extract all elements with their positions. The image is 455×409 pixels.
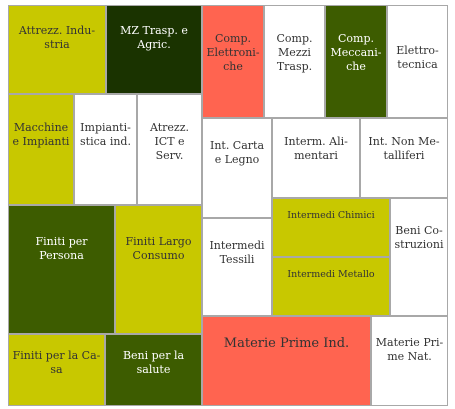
treemap-tile-label: Materie Prime Ind. bbox=[223, 336, 350, 351]
treemap-tile: Atrezz. ICT e Serv. bbox=[137, 94, 202, 205]
treemap-tile: Intermedi Chimici bbox=[272, 198, 390, 257]
treemap-tile-label: Comp. Mezzi Tra­sp. bbox=[276, 32, 313, 73]
treemap-tile: Finiti per la Ca­sa bbox=[8, 334, 105, 406]
treemap-tile-label: MZ Trasp. e Agric. bbox=[120, 24, 188, 51]
treemap-tile: Intermedi Metallo bbox=[272, 257, 390, 316]
treemap-tile-label: Interm. Ali­mentari bbox=[284, 135, 348, 162]
treemap-tile-label: Finiti Largo Consumo bbox=[125, 235, 192, 262]
treemap-tile-label: Elettro­tecnica bbox=[396, 44, 439, 71]
treemap-tile-label: Materie Pri­me Nat. bbox=[375, 336, 444, 363]
treemap-tile-label: Beni Co­struzioni bbox=[394, 224, 444, 251]
treemap-tile-label: Finiti per la Ca­sa bbox=[12, 349, 101, 376]
treemap-tile: Finiti Largo Consumo bbox=[115, 205, 202, 334]
treemap-tile-label: Intermedi Tessili bbox=[209, 239, 265, 266]
treemap-tile: Comp. Mezzi Tra­sp. bbox=[264, 5, 325, 118]
treemap-tile: Materie Prime Ind. bbox=[202, 316, 371, 406]
treemap-tile: Impianti­stica ind. bbox=[74, 94, 137, 205]
treemap-tile: Beni per la salu­te bbox=[105, 334, 202, 406]
treemap-tile: Comp. Meccani­che bbox=[325, 5, 387, 118]
treemap-tile-label: Intermedi Metallo bbox=[287, 269, 375, 280]
treemap-tile-label: Impianti­stica ind. bbox=[80, 121, 131, 148]
treemap-tile: Macchine e Impianti bbox=[8, 94, 74, 205]
treemap-tile: Attrezz. Indu­stria bbox=[8, 5, 106, 94]
treemap-tile: Int. Carta e Legno bbox=[202, 118, 272, 218]
treemap-tile-label: Atrezz. ICT e Serv. bbox=[149, 121, 190, 162]
treemap-tile: Int. Non Me­talliferi bbox=[360, 118, 448, 198]
treemap-tile: Intermedi Tessili bbox=[202, 218, 272, 316]
treemap-tile-label: Int. Non Me­talliferi bbox=[368, 135, 440, 162]
treemap-tile-label: Intermedi Chimici bbox=[287, 210, 375, 221]
treemap-tile-label: Beni per la salu­te bbox=[122, 349, 185, 376]
treemap-tile: Materie Pri­me Nat. bbox=[371, 316, 448, 406]
treemap-tile-label: Attrezz. Indu­stria bbox=[18, 24, 96, 51]
treemap-tile-label: Macchine e Impianti bbox=[12, 121, 70, 148]
treemap-tile: MZ Trasp. e Agric. bbox=[106, 5, 202, 94]
treemap-tile-label: Comp. Elettroni­che bbox=[206, 32, 260, 73]
treemap-tile: Interm. Ali­mentari bbox=[272, 118, 360, 198]
treemap-tile: Comp. Elettroni­che bbox=[202, 5, 264, 118]
treemap-tile-label: Comp. Meccani­che bbox=[330, 32, 382, 73]
treemap-tile-label: Int. Carta e Legno bbox=[209, 139, 265, 166]
treemap-tile: Elettro­tecnica bbox=[387, 5, 448, 118]
treemap-tile: Finiti per Persona bbox=[8, 205, 115, 334]
treemap-tile: Beni Co­struzioni bbox=[390, 198, 448, 316]
treemap-tile-label: Finiti per Persona bbox=[35, 235, 88, 262]
